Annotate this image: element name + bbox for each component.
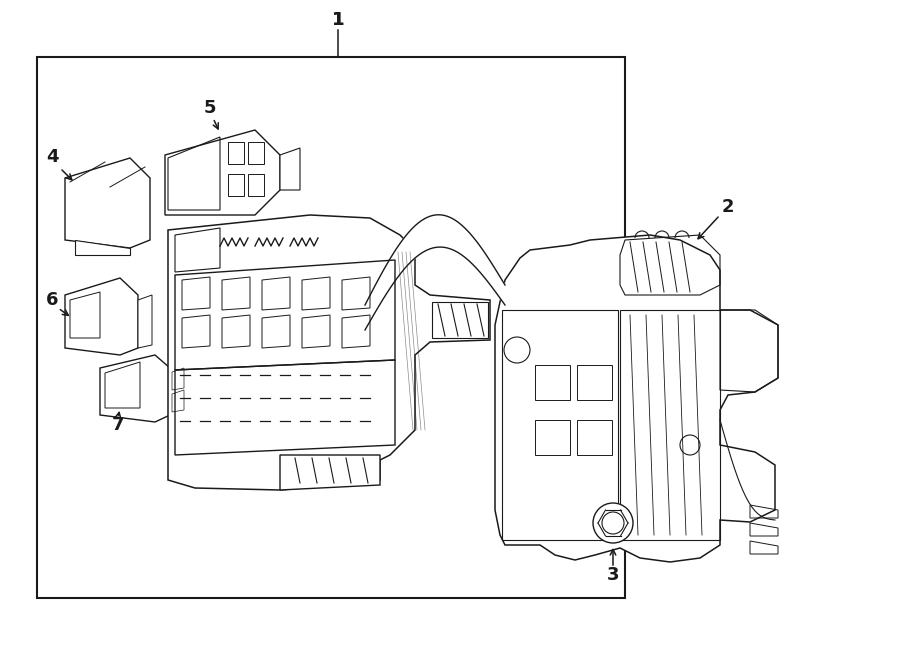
Polygon shape	[75, 240, 130, 255]
Text: 6: 6	[46, 291, 58, 309]
Polygon shape	[280, 455, 380, 490]
Text: 5: 5	[203, 99, 216, 117]
Polygon shape	[170, 362, 188, 415]
Polygon shape	[165, 130, 280, 215]
Polygon shape	[65, 278, 138, 355]
Text: 7: 7	[112, 416, 124, 434]
Polygon shape	[138, 295, 152, 348]
Text: 1: 1	[332, 11, 344, 29]
Polygon shape	[280, 148, 300, 190]
Text: 4: 4	[46, 148, 58, 166]
Polygon shape	[100, 355, 170, 422]
Text: 3: 3	[607, 566, 619, 584]
Circle shape	[680, 435, 700, 455]
Circle shape	[593, 503, 633, 543]
Circle shape	[602, 512, 624, 534]
Polygon shape	[365, 214, 505, 330]
Polygon shape	[65, 158, 150, 248]
Bar	[535, 420, 570, 455]
Bar	[535, 365, 570, 400]
Text: 1: 1	[332, 11, 344, 29]
Polygon shape	[495, 235, 778, 562]
Circle shape	[504, 337, 530, 363]
Bar	[577, 420, 612, 455]
Polygon shape	[168, 215, 490, 490]
Bar	[577, 365, 612, 400]
Bar	[37, 57, 625, 598]
Text: 2: 2	[722, 198, 734, 216]
